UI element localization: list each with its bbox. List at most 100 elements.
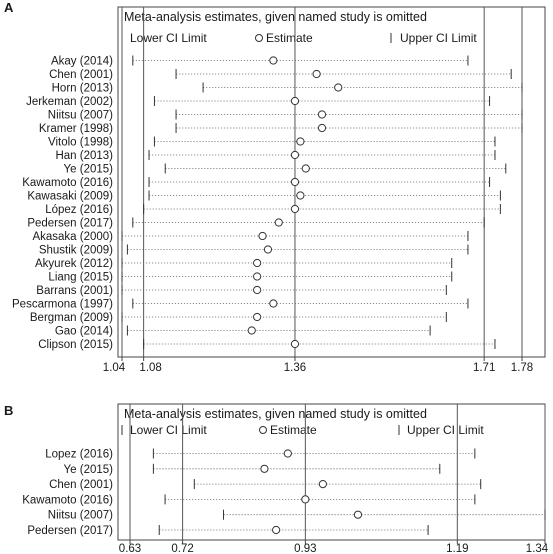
legend-upper-label: Upper CI Limit: [407, 423, 484, 437]
study-row: Ye (2015): [64, 163, 507, 176]
estimate-marker: [301, 495, 310, 504]
tick-label: 1.34: [526, 543, 549, 554]
estimate-marker: [269, 299, 278, 308]
estimate-marker: [253, 312, 262, 322]
study-row: Chen (2001): [49, 479, 482, 491]
estimate-marker: [263, 245, 273, 254]
legend-lower-label: Lower CI Limit: [130, 31, 207, 45]
tick-label: 1.04: [103, 362, 126, 374]
study-row: Pedersen (2017): [27, 217, 485, 230]
estimate-marker: [290, 339, 300, 349]
study-label: Shustik (2009): [39, 245, 113, 257]
study-row: Clipson (2015): [38, 339, 496, 351]
study-label: Chen (2001): [49, 69, 113, 81]
study-row: Kawamoto (2016): [22, 494, 476, 506]
study-row: Liang (2015): [48, 271, 453, 284]
study-row: Ye (2015): [64, 463, 441, 476]
estimate-marker: [258, 231, 267, 241]
study-label: Pedersen (2017): [27, 218, 113, 230]
estimate-marker: [283, 449, 292, 458]
study-label: Pescarmona (1997): [12, 299, 113, 311]
study-label: Barrans (2001): [36, 285, 113, 297]
study-label: Clipson (2015): [38, 339, 113, 351]
tick-label: 1.36: [284, 362, 306, 374]
estimate-marker: [296, 191, 305, 200]
study-label: Liang (2015): [48, 272, 113, 284]
legend-estimate-label: Estimate: [266, 31, 313, 45]
study-row: Pedersen (2017): [27, 525, 429, 537]
study-label: Niitsu (2007): [48, 110, 113, 122]
panel-b-reference-lines: [129, 404, 546, 540]
legend-estimate-marker: [259, 426, 267, 434]
tick-label: 0.72: [171, 543, 193, 554]
study-label: Akasaka (2000): [32, 231, 113, 243]
study-row: Pescarmona (1997): [12, 298, 469, 311]
tick-label: 0.63: [119, 543, 141, 554]
study-row: Barrans (2001): [36, 285, 447, 297]
estimate-marker: [253, 272, 262, 281]
study-label: Kawamoto (2016): [22, 177, 113, 189]
study-row: López (2016): [45, 204, 501, 216]
estimate-marker: [253, 285, 262, 295]
study-label: López (2016): [45, 204, 113, 216]
study-label: Kawamoto (2016): [22, 494, 113, 506]
study-label: Horn (2013): [52, 83, 114, 95]
study-label: Bergman (2009): [30, 312, 113, 324]
estimate-marker: [274, 218, 283, 227]
tick-label: 1.19: [446, 543, 468, 554]
estimate-marker: [290, 204, 300, 214]
estimate-marker: [272, 525, 281, 535]
study-label: Akay (2014): [51, 56, 113, 68]
study-row: Akyurek (2012): [35, 258, 453, 270]
tick-label: 0.93: [294, 543, 316, 554]
panel-a-rows: Akay (2014)Chen (2001) Horn (2013)Jerkema…: [12, 55, 523, 351]
study-label: Niitsu (2007): [48, 510, 113, 522]
study-label: Gao (2014): [55, 326, 113, 338]
panel-a-legend: Lower CI Limit Estimate Upper CI Limit: [121, 31, 477, 45]
panel-b-rows: Lopez (2016) Ye (2015) Chen (2001) Kawamoto…: [22, 448, 546, 537]
study-row: Bergman (2009): [30, 312, 447, 324]
study-row: Kawasaki (2009): [27, 190, 501, 203]
panel-b-legend: Lower CI Limit Estimate Upper CI Limit: [121, 423, 484, 437]
panel-a-reference-lines: [121, 7, 523, 357]
legend-estimate-marker: [255, 34, 263, 42]
study-label: Lopez (2016): [45, 449, 113, 461]
estimate-marker: [290, 177, 300, 187]
study-row: Akay (2014): [51, 55, 469, 68]
study-label: Chen (2001): [49, 479, 113, 491]
estimate-marker: [253, 258, 262, 268]
study-row: Akasaka (2000): [32, 231, 469, 243]
study-row: Gao (2014): [55, 325, 431, 338]
tick-label: 1.78: [511, 362, 533, 374]
estimate-marker: [290, 96, 300, 106]
estimate-marker: [312, 69, 321, 79]
estimate-marker: [296, 137, 305, 146]
tick-label: 1.08: [139, 362, 161, 374]
estimate-marker: [353, 510, 363, 519]
study-row: Kramer (1998): [39, 123, 523, 135]
study-label: Kramer (1998): [39, 123, 113, 135]
study-row: Kawamoto (2016): [22, 177, 491, 189]
study-label: Jerkeman (2002): [26, 96, 113, 108]
estimate-marker: [301, 164, 310, 173]
study-row: Shustik (2009): [39, 244, 469, 257]
panel-b-title: Meta-analysis estimates, given named stu…: [124, 407, 427, 421]
estimate-marker: [260, 464, 269, 473]
study-row: Han (2013): [55, 150, 496, 162]
legend-estimate-label: Estimate: [270, 423, 317, 437]
estimate-marker: [317, 110, 327, 119]
study-row: Lopez (2016): [45, 448, 476, 461]
study-row: Niitsu (2007): [48, 109, 523, 122]
study-row: Niitsu (2007): [48, 509, 546, 522]
panel-a-title: Meta-analysis estimates, given named stu…: [124, 10, 427, 24]
panel-a-label: A: [4, 0, 14, 15]
panel-a-ticks: 1.04 1.08 1.36 1.71 1.78: [103, 357, 533, 374]
study-label: Han (2013): [55, 150, 113, 162]
panel-b-ticks: 0.63 0.72 0.93 1.19 1.34: [119, 540, 549, 554]
panel-b-label: B: [4, 403, 13, 418]
estimate-marker: [317, 123, 327, 133]
legend-lower-label: Lower CI Limit: [130, 423, 207, 437]
estimate-marker: [247, 326, 256, 335]
study-label: Ye (2015): [64, 464, 114, 476]
